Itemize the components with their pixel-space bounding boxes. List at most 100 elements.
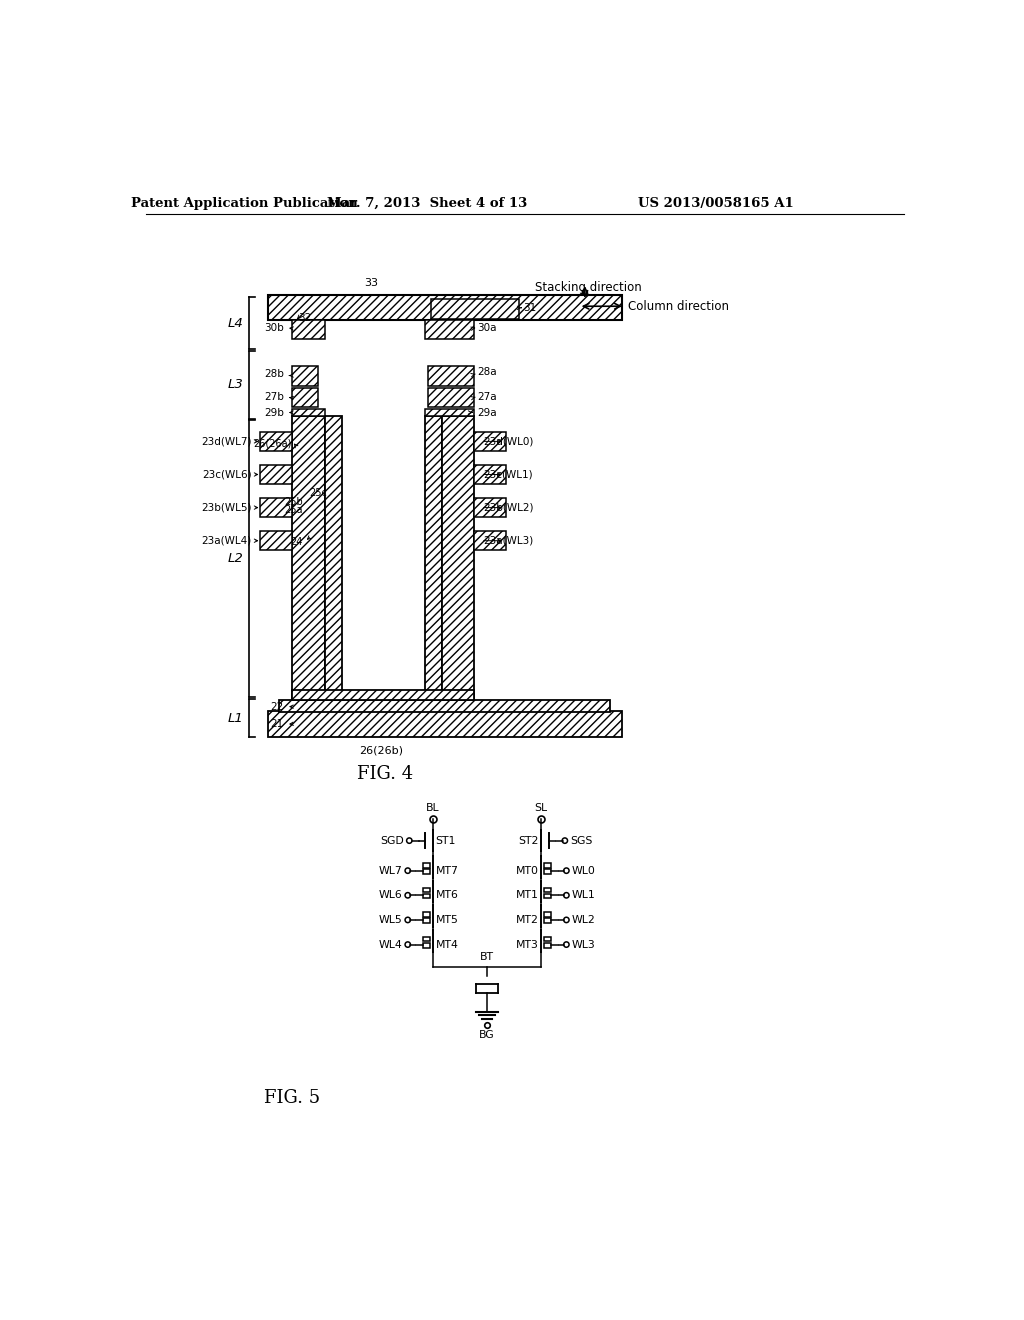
Bar <box>474 531 506 550</box>
Text: 28a: 28a <box>477 367 497 378</box>
Bar <box>292 416 325 700</box>
Text: Mar. 7, 2013  Sheet 4 of 13: Mar. 7, 2013 Sheet 4 of 13 <box>327 197 527 210</box>
Text: 30a: 30a <box>477 323 497 333</box>
Bar <box>544 937 551 941</box>
Bar <box>423 869 430 874</box>
Text: FIG. 5: FIG. 5 <box>264 1089 321 1106</box>
Text: BT: BT <box>480 952 494 962</box>
Bar <box>544 863 551 867</box>
Text: SGD: SGD <box>380 836 403 846</box>
Text: 23c(WL1): 23c(WL1) <box>483 470 532 479</box>
Bar <box>260 465 292 484</box>
Bar <box>260 498 292 517</box>
Text: Column direction: Column direction <box>628 300 729 313</box>
Bar <box>260 531 292 550</box>
Text: MT6: MT6 <box>435 890 459 900</box>
Bar <box>325 416 342 700</box>
Bar <box>423 937 430 941</box>
Bar <box>267 296 622 321</box>
Text: 26(26a): 26(26a) <box>253 438 292 449</box>
Text: 31: 31 <box>523 302 537 313</box>
Text: WL1: WL1 <box>571 890 596 900</box>
Text: Patent Application Publication: Patent Application Publication <box>131 197 358 210</box>
Text: 30b: 30b <box>264 323 284 333</box>
Text: 23b(WL2): 23b(WL2) <box>483 503 534 512</box>
Text: WL7: WL7 <box>379 866 402 875</box>
Bar <box>441 416 474 700</box>
Bar <box>425 409 474 416</box>
Text: 27a: 27a <box>477 392 497 403</box>
Text: BG: BG <box>479 1030 495 1040</box>
Bar <box>423 887 430 892</box>
Text: WL3: WL3 <box>571 940 596 949</box>
Text: 23c(WL6): 23c(WL6) <box>202 470 252 479</box>
Bar <box>423 894 430 899</box>
Text: SGS: SGS <box>570 836 593 846</box>
Bar <box>474 465 506 484</box>
Text: WL2: WL2 <box>571 915 596 925</box>
Text: SL: SL <box>535 803 548 813</box>
Bar <box>544 869 551 874</box>
Bar <box>423 942 430 948</box>
Text: 23b(WL5): 23b(WL5) <box>201 503 252 512</box>
Bar <box>423 863 430 867</box>
Text: MT3: MT3 <box>516 940 539 949</box>
Text: 27b: 27b <box>264 392 284 403</box>
Text: 25b: 25b <box>285 496 303 507</box>
Bar <box>428 388 474 407</box>
Text: 25a: 25a <box>285 504 303 515</box>
Bar <box>292 689 474 700</box>
Bar <box>423 912 430 917</box>
Text: ST1: ST1 <box>435 836 456 846</box>
Bar <box>292 409 325 416</box>
Text: 23d(WL7): 23d(WL7) <box>201 437 252 446</box>
Text: MT5: MT5 <box>435 915 459 925</box>
Bar <box>544 942 551 948</box>
Text: 22: 22 <box>270 702 284 711</box>
Bar <box>544 894 551 899</box>
Text: 21: 21 <box>270 719 284 730</box>
Text: WL4: WL4 <box>379 940 402 949</box>
Bar <box>544 887 551 892</box>
Bar <box>292 388 318 407</box>
Text: Stacking direction: Stacking direction <box>536 281 642 294</box>
Text: MT1: MT1 <box>516 890 539 900</box>
Bar <box>425 321 474 339</box>
Bar <box>280 700 610 711</box>
Bar <box>544 912 551 917</box>
Text: FIG. 4: FIG. 4 <box>356 766 413 783</box>
Text: WL5: WL5 <box>379 915 402 925</box>
Text: 25c: 25c <box>309 488 327 499</box>
Text: 23a(WL4): 23a(WL4) <box>201 536 252 545</box>
Text: 29b: 29b <box>264 408 284 417</box>
Text: L2: L2 <box>227 552 243 565</box>
Text: US 2013/0058165 A1: US 2013/0058165 A1 <box>638 197 794 210</box>
Bar <box>474 432 506 451</box>
Bar <box>431 298 519 318</box>
Text: 24: 24 <box>291 537 303 546</box>
Text: MT7: MT7 <box>435 866 459 875</box>
Text: 28b: 28b <box>264 370 284 379</box>
Text: WL0: WL0 <box>571 866 596 875</box>
Text: L3: L3 <box>227 379 243 391</box>
Text: MT2: MT2 <box>516 915 539 925</box>
Bar <box>260 432 292 451</box>
Bar <box>292 321 325 339</box>
Text: ST2: ST2 <box>518 836 539 846</box>
Bar <box>544 919 551 923</box>
Text: 29a: 29a <box>477 408 497 417</box>
Bar <box>428 367 474 387</box>
Text: 33: 33 <box>365 279 379 288</box>
Text: MT0: MT0 <box>516 866 539 875</box>
Bar <box>423 919 430 923</box>
Text: BL: BL <box>426 803 440 813</box>
Bar <box>425 416 441 700</box>
Text: MT4: MT4 <box>435 940 459 949</box>
Text: 23d(WL0): 23d(WL0) <box>483 437 534 446</box>
Bar <box>267 711 622 738</box>
Text: 26(26b): 26(26b) <box>358 744 402 755</box>
Bar <box>474 498 506 517</box>
Text: WL6: WL6 <box>379 890 402 900</box>
Text: L1: L1 <box>227 711 243 725</box>
Text: 32: 32 <box>298 313 311 323</box>
